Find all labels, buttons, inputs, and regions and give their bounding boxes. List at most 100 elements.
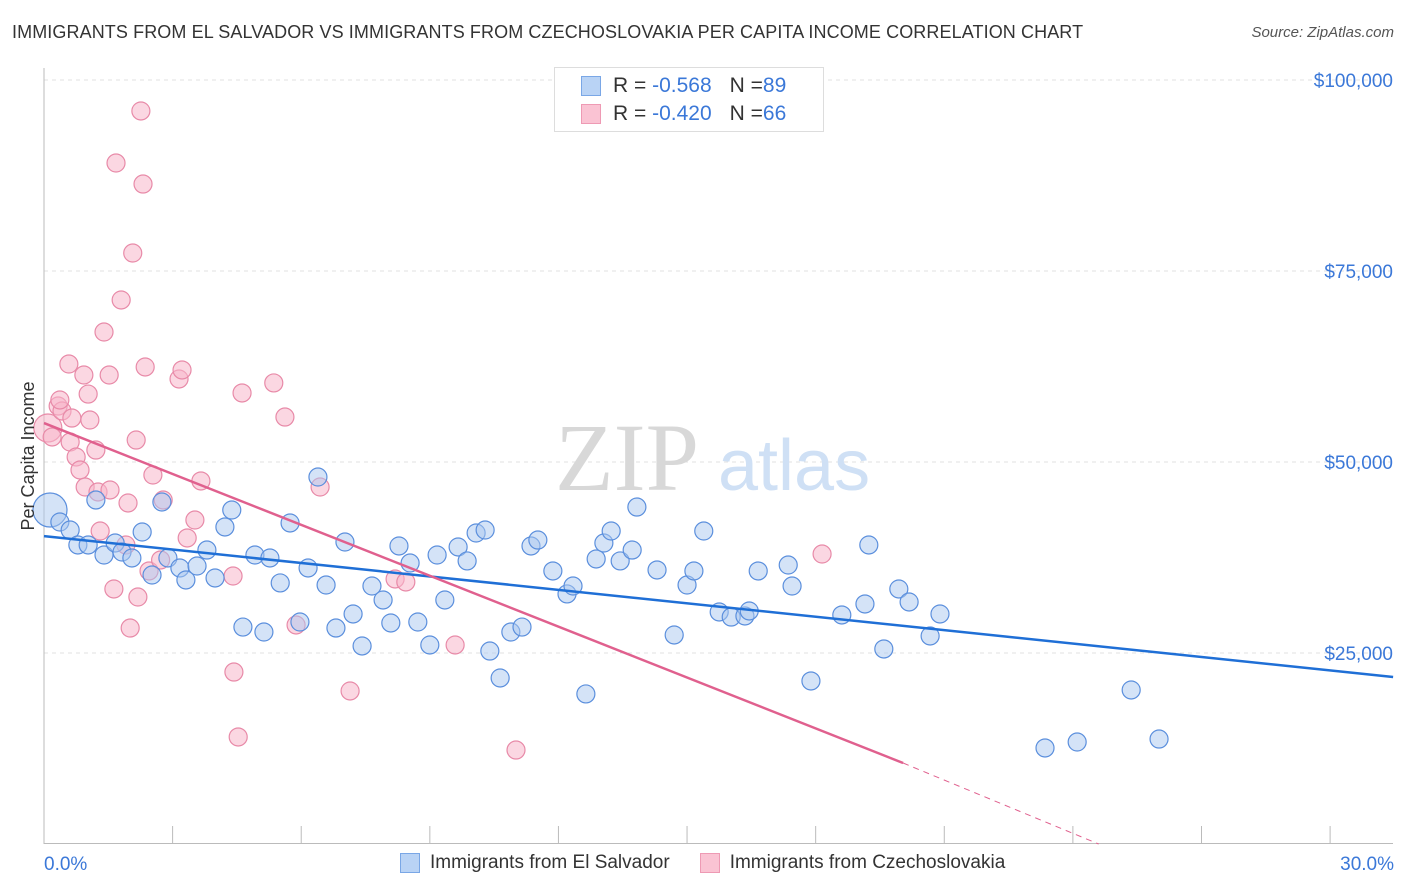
data-point-czechoslovakia [74, 365, 94, 385]
blue-swatch-icon [400, 853, 420, 873]
data-point-el-salvador [490, 668, 510, 688]
data-point-el-salvador [586, 549, 606, 569]
data-point-czechoslovakia [223, 566, 243, 586]
data-point-el-salvador [176, 570, 196, 590]
trend-line-czechoslovakia [43, 421, 904, 765]
data-point-el-salvador [254, 622, 274, 642]
data-point-czechoslovakia [99, 365, 119, 385]
data-point-czechoslovakia [135, 357, 155, 377]
data-point-el-salvador [435, 590, 455, 610]
data-point-czechoslovakia [104, 579, 124, 599]
data-point-czechoslovakia [185, 510, 205, 530]
data-point-el-salvador [543, 561, 563, 581]
data-point-czechoslovakia [133, 174, 153, 194]
data-point-czechoslovakia [228, 727, 248, 747]
n-label: N = [729, 102, 763, 125]
data-point-el-salvador [778, 555, 798, 575]
data-point-czechoslovakia [812, 544, 832, 564]
data-point-el-salvador [889, 579, 909, 599]
data-point-el-salvador [362, 576, 382, 596]
data-point-el-salvador [290, 612, 310, 632]
source-label: Source: ZipAtlas.com [1251, 24, 1394, 41]
data-point-el-salvador [899, 592, 919, 612]
data-point-czechoslovakia [131, 101, 151, 121]
data-point-el-salvador [457, 551, 477, 571]
data-point-el-salvador [1149, 729, 1169, 749]
data-point-czechoslovakia [106, 153, 126, 173]
data-point-czechoslovakia [118, 493, 138, 513]
data-point-el-salvador [316, 575, 336, 595]
chart-title: IMMIGRANTS FROM EL SALVADOR VS IMMIGRANT… [12, 22, 1084, 42]
grid [44, 79, 1393, 654]
data-point-el-salvador [694, 521, 714, 541]
data-point-el-salvador [132, 522, 152, 542]
data-point-el-salvador [420, 635, 440, 655]
data-point-el-salvador [86, 490, 106, 510]
axes [43, 68, 1393, 844]
data-point-el-salvador [920, 626, 940, 646]
trend-line-czechoslovakia-extension [902, 762, 1099, 845]
data-point-el-salvador [601, 521, 621, 541]
data-point-el-salvador [782, 576, 802, 596]
legend-label: Immigrants from El Salvador [430, 852, 670, 873]
data-point-czechoslovakia [126, 430, 146, 450]
data-point-czechoslovakia [100, 480, 120, 500]
n-label: N = [729, 74, 763, 97]
n-value: 66 [762, 102, 787, 125]
watermark-zip: ZIP [555, 404, 699, 511]
pink-swatch-icon [581, 104, 601, 124]
data-point-el-salvador [142, 565, 162, 585]
data-point-el-salvador [448, 537, 468, 557]
data-point-czechoslovakia [111, 290, 131, 310]
data-point-czechoslovakia [120, 618, 140, 638]
data-point-el-salvador [408, 612, 428, 632]
data-point-el-salvador [622, 540, 642, 560]
watermark-atlas: atlas [718, 426, 870, 506]
legend-item-czechoslovakia[interactable]: Immigrants from Czechoslovakia [699, 852, 1006, 874]
data-point-el-salvador [197, 540, 217, 560]
data-point-el-salvador [647, 560, 667, 580]
legend-label: Immigrants from Czechoslovakia [729, 852, 1006, 873]
data-point-el-salvador [270, 573, 290, 593]
series-czechoslovakia-points [33, 101, 832, 760]
data-point-czechoslovakia [506, 740, 526, 760]
legend-row-el-salvador: R = -0.568 N = 89 [581, 72, 786, 100]
stats-legend: R = -0.568 N = 89 R = -0.420 N = 66 [554, 67, 824, 132]
data-point-czechoslovakia [123, 243, 143, 263]
data-point-el-salvador [684, 561, 704, 581]
data-point-czechoslovakia [177, 528, 197, 548]
data-point-el-salvador [610, 551, 630, 571]
data-point-el-salvador [326, 618, 346, 638]
data-point-el-salvador [373, 590, 393, 610]
data-point-el-salvador [298, 558, 318, 578]
data-point-el-salvador [874, 639, 894, 659]
data-point-el-salvador [930, 604, 950, 624]
y-tick-label: $75,000 [1324, 262, 1393, 283]
data-point-el-salvador [475, 520, 495, 540]
data-point-el-salvador [664, 625, 684, 645]
r-label: R = [613, 74, 647, 97]
data-point-el-salvador [343, 604, 363, 624]
data-point-czechoslovakia [94, 322, 114, 342]
data-point-czechoslovakia [59, 354, 79, 374]
legend-item-el-salvador[interactable]: Immigrants from El Salvador [400, 852, 670, 874]
r-value: -0.568 [652, 74, 712, 97]
y-tick-label: $25,000 [1324, 644, 1393, 665]
data-point-el-salvador [389, 536, 409, 556]
data-point-czechoslovakia [224, 662, 244, 682]
data-point-el-salvador [480, 641, 500, 661]
pink-swatch-icon [699, 853, 720, 873]
data-point-el-salvador [308, 467, 328, 487]
y-tick-labels: $25,000 $50,000 $75,000 $100,000 [1314, 71, 1393, 665]
r-value: -0.420 [652, 102, 712, 125]
data-point-czechoslovakia [62, 408, 82, 428]
data-point-czechoslovakia [80, 410, 100, 430]
data-point-el-salvador [627, 497, 647, 517]
data-point-el-salvador [748, 561, 768, 581]
series-legend: Immigrants from El Salvador Immigrants f… [400, 852, 1005, 874]
r-label: R = [613, 102, 647, 125]
data-point-el-salvador [1035, 738, 1055, 758]
data-point-el-salvador [381, 613, 401, 633]
data-point-el-salvador [576, 684, 596, 704]
legend-row-czechoslovakia: R = -0.420 N = 66 [581, 100, 786, 128]
